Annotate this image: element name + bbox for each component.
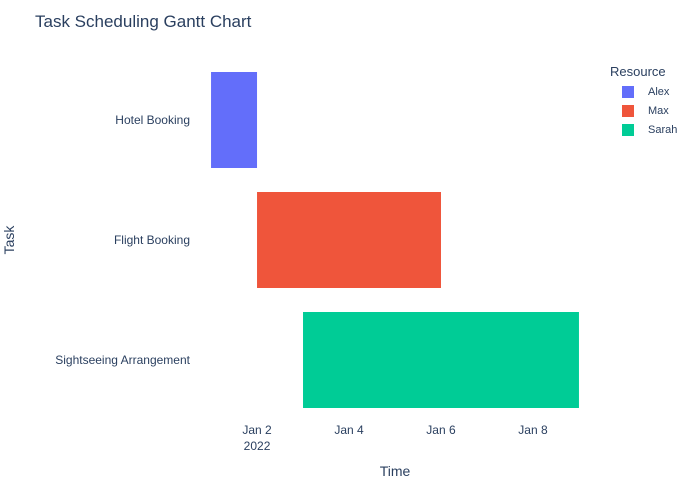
x-tick-sublabel: 2022	[244, 439, 271, 453]
legend-label-alex: Alex	[648, 85, 670, 98]
y-tick-label-flight-booking: Flight Booking	[114, 233, 190, 247]
y-tick-label-hotel-booking: Hotel Booking	[115, 113, 190, 127]
chart-title: Task Scheduling Gantt Chart	[35, 12, 252, 31]
legend: Resource Alex Max Sarah	[610, 64, 677, 139]
legend-swatch-sarah	[622, 123, 634, 136]
x-tick-label: Jan 4	[334, 423, 364, 437]
gantt-bar-sightseeing-arrangement[interactable]	[303, 312, 579, 408]
legend-item-max[interactable]: Max	[610, 101, 677, 120]
gantt-bar-hotel-booking[interactable]	[211, 72, 258, 168]
y-axis-title: Task	[1, 225, 17, 255]
x-tick-label: Jan 8	[518, 423, 548, 437]
gantt-bar-flight-booking[interactable]	[257, 192, 441, 288]
legend-item-sarah[interactable]: Sarah	[610, 120, 677, 139]
legend-label-sarah: Sarah	[648, 123, 678, 136]
legend-label-max: Max	[648, 104, 669, 117]
legend-swatch-max	[622, 104, 634, 117]
x-axis-title: Time	[380, 463, 411, 479]
x-tick-label: Jan 2	[242, 423, 272, 437]
x-tick-label: Jan 6	[426, 423, 456, 437]
legend-title: Resource	[610, 64, 666, 79]
legend-swatch-alex	[622, 85, 634, 98]
y-tick-label-sightseeing-arrangement: Sightseeing Arrangement	[55, 353, 190, 367]
legend-item-alex[interactable]: Alex	[610, 82, 677, 101]
